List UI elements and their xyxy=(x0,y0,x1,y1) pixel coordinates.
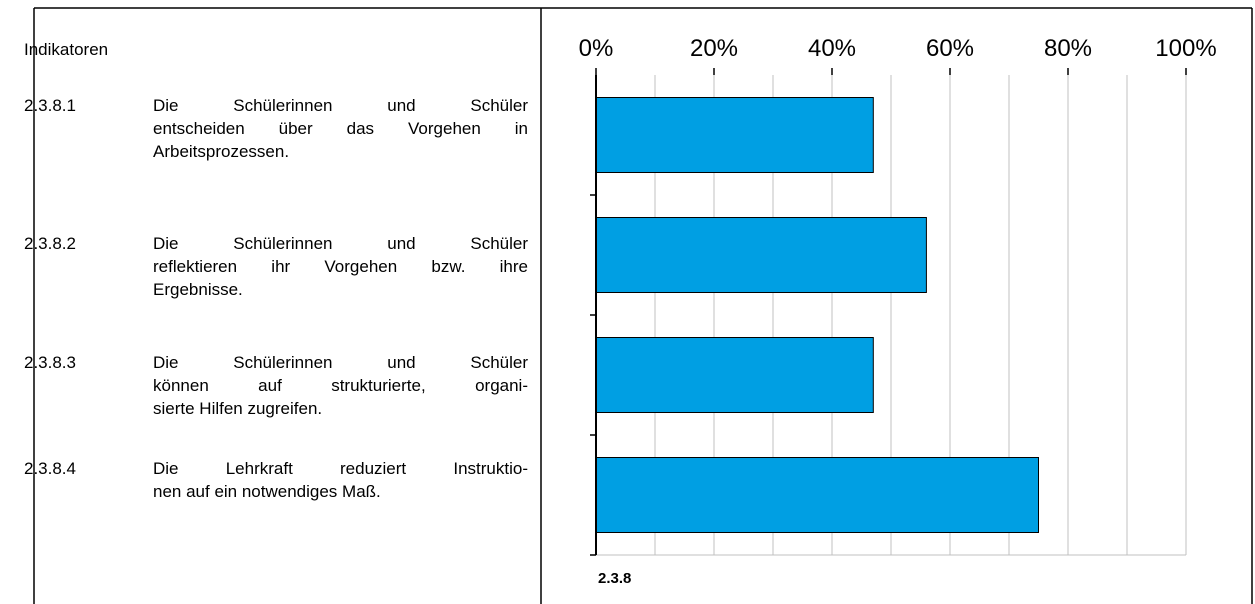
x-tick-label: 40% xyxy=(808,35,856,62)
indicator-text: nen auf ein notwendiges Maß. xyxy=(153,482,381,501)
indicator-text: Ergebnisse. xyxy=(153,280,243,299)
x-tick-label: 0% xyxy=(579,35,614,62)
bar xyxy=(595,337,874,413)
indicator-text: Die Lehrkraft reduziert Instruktio- xyxy=(153,459,528,478)
column-title: Indikatoren xyxy=(24,40,109,59)
bar xyxy=(595,457,1039,533)
indicator-text: Arbeitsprozessen. xyxy=(153,142,290,161)
indicator-text: Die Schülerinnen und Schüler xyxy=(153,96,528,115)
x-tick-label: 100% xyxy=(1155,35,1216,62)
indicator-number: 2.3.8.3 xyxy=(24,353,76,372)
indicator-text: Die Schülerinnen und Schüler xyxy=(153,234,528,253)
x-tick-label: 20% xyxy=(690,35,738,62)
indicator-number: 2.3.8.1 xyxy=(24,96,76,115)
x-axis-label: 2.3.8 xyxy=(598,570,631,587)
indicator-text: Die Schülerinnen und Schüler xyxy=(153,353,528,372)
indicator-text: können auf strukturierte, organi- xyxy=(153,376,528,395)
indicator-number: 2.3.8.4 xyxy=(24,459,76,478)
bar xyxy=(595,97,874,173)
indicator-text: reflektieren ihr Vorgehen bzw. ihre xyxy=(153,257,528,276)
x-tick-label: 60% xyxy=(926,35,974,62)
indicator-number: 2.3.8.2 xyxy=(24,234,76,253)
indicator-text: sierte Hilfen zugreifen. xyxy=(153,399,323,418)
x-tick-label: 80% xyxy=(1044,35,1092,62)
indicator-text: entscheiden über das Vorgehen in xyxy=(153,119,528,138)
bar xyxy=(595,217,927,293)
